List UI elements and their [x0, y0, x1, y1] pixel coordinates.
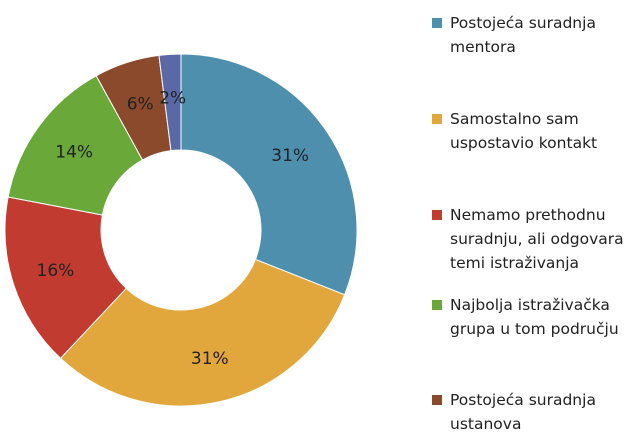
legend-label: Samostalno sam uspostavio kontakt	[450, 110, 598, 152]
legend-label: Postojeća suradnja ustanova	[450, 391, 596, 433]
donut-slice	[7, 75, 144, 216]
donut-slice	[180, 53, 358, 296]
donut-slice	[158, 53, 182, 152]
legend-label: Postojeća suradnja mentora	[450, 14, 596, 56]
donut-slice	[59, 258, 346, 407]
legend-swatch	[432, 18, 442, 28]
data-label: 2%	[159, 88, 186, 108]
page: {"chart_data": {"type": "donut", "catego…	[4, 14, 624, 433]
legend-swatch	[432, 210, 442, 220]
donut-slice	[4, 196, 127, 360]
legend-swatch	[432, 395, 442, 405]
legend-label: Nemamo prethodnu suradnju, ali odgovara …	[450, 206, 624, 272]
data-label: 16%	[37, 261, 75, 281]
legend-swatch	[432, 114, 442, 124]
data-label: 31%	[191, 349, 229, 369]
legend-label: Najbolja istraživačka grupa u tom područ…	[450, 296, 619, 338]
data-label: 14%	[55, 142, 93, 162]
data-label: 31%	[271, 146, 309, 166]
chart: 31% 31% 16% 14% 6% 2%	[4, 53, 358, 407]
data-label: 6%	[127, 94, 154, 114]
legend-swatch	[432, 300, 442, 310]
